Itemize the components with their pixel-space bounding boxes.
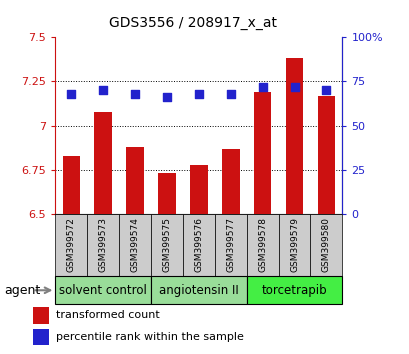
Point xyxy=(131,91,138,97)
Text: GSM399574: GSM399574 xyxy=(130,217,139,272)
Text: agent: agent xyxy=(4,284,40,297)
Point xyxy=(163,95,170,100)
Bar xyxy=(33,329,49,345)
Point xyxy=(100,87,106,93)
Text: GSM399577: GSM399577 xyxy=(226,217,235,272)
Bar xyxy=(158,173,175,214)
Bar xyxy=(246,276,342,304)
Bar xyxy=(253,92,271,214)
Bar xyxy=(55,276,151,304)
Text: angiotensin II: angiotensin II xyxy=(159,284,238,297)
Point xyxy=(195,91,202,97)
Bar xyxy=(126,147,144,214)
Point xyxy=(68,91,74,97)
Bar xyxy=(62,156,80,214)
Bar xyxy=(151,214,182,276)
Bar xyxy=(285,58,303,214)
Point xyxy=(259,84,265,90)
Bar xyxy=(278,214,310,276)
Text: solvent control: solvent control xyxy=(59,284,147,297)
Bar xyxy=(317,96,335,214)
Bar xyxy=(33,307,49,324)
Text: GSM399580: GSM399580 xyxy=(321,217,330,272)
Bar xyxy=(182,214,214,276)
Bar xyxy=(246,214,278,276)
Bar xyxy=(119,214,151,276)
Bar xyxy=(214,214,246,276)
Text: GSM399572: GSM399572 xyxy=(67,217,76,272)
Bar xyxy=(190,165,207,214)
Text: percentile rank within the sample: percentile rank within the sample xyxy=(56,332,243,342)
Text: GSM399578: GSM399578 xyxy=(258,217,267,272)
Bar xyxy=(151,276,246,304)
Text: GSM399579: GSM399579 xyxy=(289,217,298,272)
Point xyxy=(322,87,329,93)
Bar xyxy=(310,214,342,276)
Text: GSM399575: GSM399575 xyxy=(162,217,171,272)
Text: GSM399573: GSM399573 xyxy=(99,217,108,272)
Text: GDS3556 / 208917_x_at: GDS3556 / 208917_x_at xyxy=(108,16,276,30)
Bar xyxy=(221,149,239,214)
Point xyxy=(227,91,234,97)
Text: transformed count: transformed count xyxy=(56,310,160,320)
Text: GSM399576: GSM399576 xyxy=(194,217,203,272)
Bar xyxy=(55,214,87,276)
Bar xyxy=(87,214,119,276)
Bar xyxy=(94,112,112,214)
Point xyxy=(290,84,297,90)
Text: torcetrapib: torcetrapib xyxy=(261,284,326,297)
